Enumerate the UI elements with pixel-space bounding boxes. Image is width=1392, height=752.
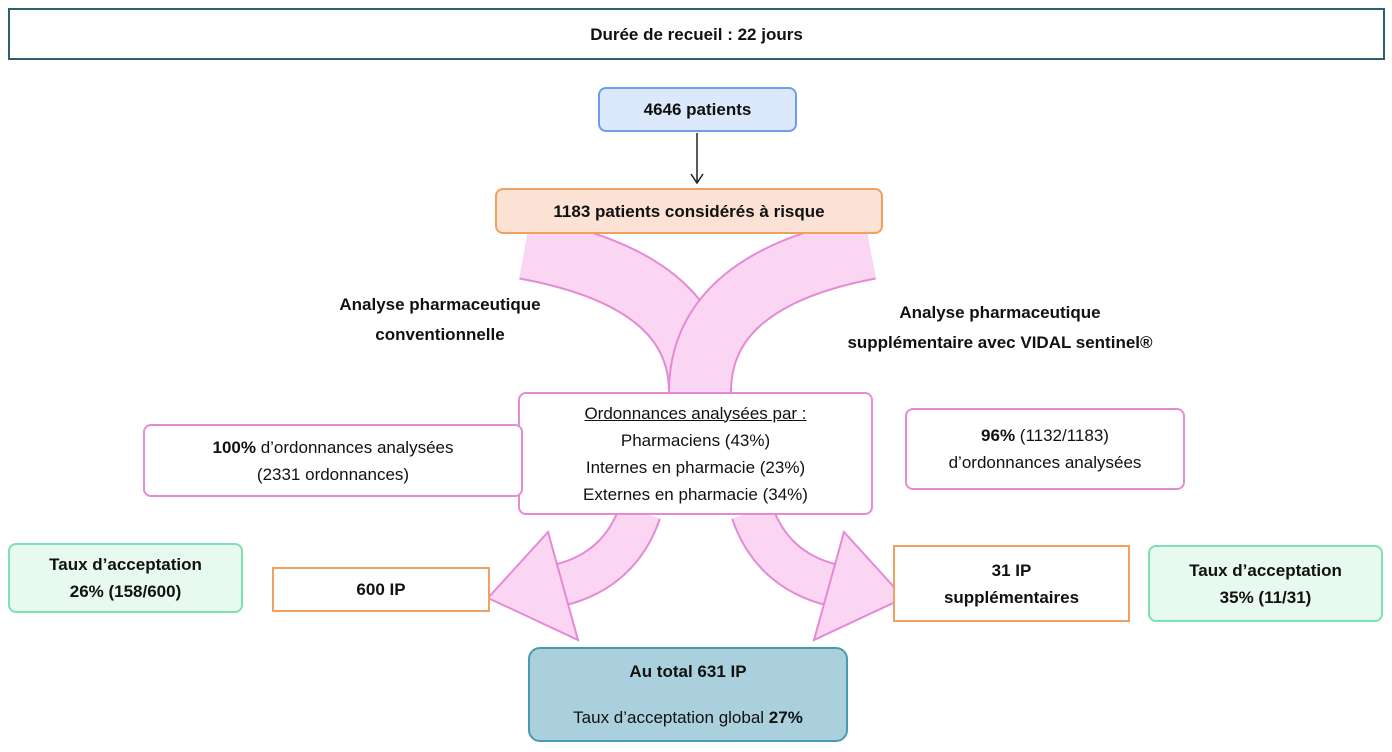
text: 26% (158/600) (69, 582, 182, 601)
text: Taux d’acceptation (49, 555, 202, 574)
text: Pharmaciens (43%) (620, 430, 771, 450)
node: Taux d’acceptation 35% (11/31) (1148, 545, 1383, 622)
node: 96% (1132/1183) d’ordonnances analysées (905, 408, 1185, 490)
text: 31 IP (991, 560, 1032, 580)
text: d’ordonnances analysées (255, 437, 454, 457)
text: 96% (981, 426, 1016, 445)
node-label: 1183 patients considérés à risque (553, 201, 825, 221)
text: Analyse pharmaceutique (899, 303, 1101, 322)
node: 100% d’ordonnances analysées (2331 ordon… (143, 424, 523, 497)
text: Ordonnances analysées par : (584, 403, 807, 423)
node: Taux d’acceptation 26% (158/600) (8, 543, 243, 613)
text: 35% (11/31) (1219, 587, 1312, 607)
text: supplémentaires (943, 587, 1080, 607)
text: Analyse pharmaceutique (339, 295, 541, 314)
text: (1132/1183) (1015, 426, 1109, 445)
text: Internes en pharmacie (23%) (585, 457, 806, 477)
text: (2331 ordonnances) (256, 464, 410, 484)
text: 100% (212, 437, 256, 457)
node: Ordonnances analysées par : Pharmaciens … (518, 392, 873, 515)
arrowhead (690, 173, 704, 185)
text: Taux d’acceptation global (573, 707, 769, 727)
arrowhead-left (486, 529, 580, 642)
text: Taux d’acceptation (1189, 560, 1342, 580)
text: Au total 631 IP (629, 661, 747, 681)
branch-label: Analyse pharmaceutique supplémentaire ave… (820, 298, 1180, 358)
arrowhead-right (812, 529, 906, 642)
node: Au total 631 IP Taux d’acceptation globa… (528, 647, 848, 742)
text: supplémentaire avec VIDAL sentinel® (847, 333, 1153, 352)
text: 600 IP (356, 580, 406, 599)
band-down-right-fill (733, 504, 838, 605)
text: Externes en pharmacie (34%) (583, 484, 808, 504)
node: 1183 patients considérés à risque (495, 188, 883, 234)
node-label: 4646 patients (643, 100, 752, 119)
text: conventionnelle (375, 325, 505, 344)
node: 600 IP (272, 567, 490, 612)
node: 31 IP supplémentaires (893, 545, 1130, 622)
node: 4646 patients (598, 87, 797, 132)
header: Durée de recueil : 22 jours (8, 8, 1385, 60)
text: 27% (768, 707, 803, 727)
band-down-left-fill (554, 504, 659, 605)
band-right-fill (670, 218, 876, 394)
header-title: Durée de recueil : 22 jours (590, 24, 803, 44)
text: d’ordonnances analysées (948, 453, 1142, 472)
branch-label: Analyse pharmaceutique conventionnelle (290, 290, 590, 350)
